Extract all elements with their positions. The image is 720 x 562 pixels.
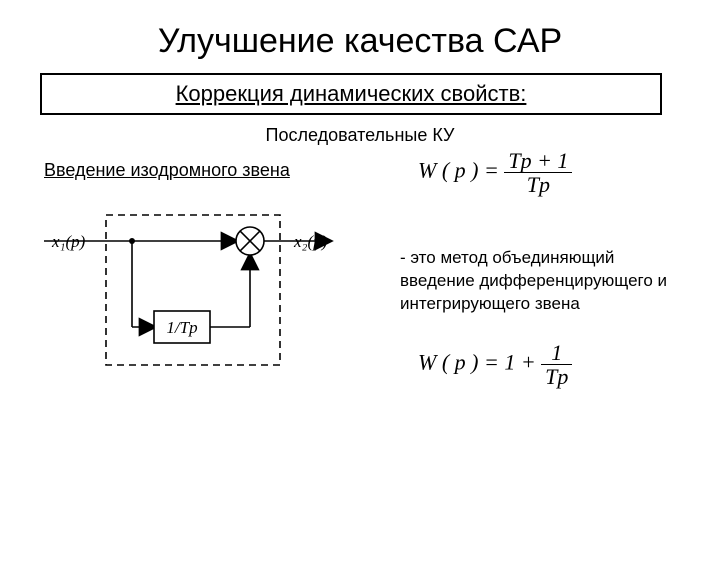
formula-1: W ( p ) = Tp + 1 Tp bbox=[418, 149, 572, 196]
formula-1-lhs: W ( p ) = bbox=[418, 158, 499, 183]
svg-text:1/Tp: 1/Tp bbox=[166, 318, 197, 337]
formula-1-frac: Tp + 1 Tp bbox=[504, 149, 572, 196]
section-label: Последовательные КУ bbox=[0, 125, 720, 146]
formula-2-lhs: W ( p ) = 1 + bbox=[418, 350, 536, 375]
block-diagram: 1/Tp x₁(p) x₂(p) bbox=[38, 201, 338, 386]
formula-2: W ( p ) = 1 + 1 Tp bbox=[418, 341, 572, 388]
content-area: 1/Tpx₁(p)x₂(p) W ( p ) = Tp + 1 Tp - это… bbox=[0, 181, 720, 521]
subtitle-box: Коррекция динамических свойств: bbox=[40, 73, 662, 115]
formula-2-frac: 1 Tp bbox=[541, 341, 572, 388]
formula-2-num: 1 bbox=[541, 341, 572, 365]
formula-1-den: Tp bbox=[504, 173, 572, 196]
page-title: Улучшение качества САР bbox=[0, 22, 720, 61]
svg-text:x₂(p): x₂(p) bbox=[293, 232, 328, 251]
subtitle-text: Коррекция динамических свойств: bbox=[176, 81, 527, 106]
svg-text:x₁(p): x₁(p) bbox=[51, 232, 86, 251]
formula-2-den: Tp bbox=[541, 365, 572, 388]
formula-1-num: Tp + 1 bbox=[504, 149, 572, 173]
subheading: Введение изодромного звена bbox=[44, 160, 720, 181]
description-text: - это метод объединяющий введение диффер… bbox=[400, 247, 690, 316]
